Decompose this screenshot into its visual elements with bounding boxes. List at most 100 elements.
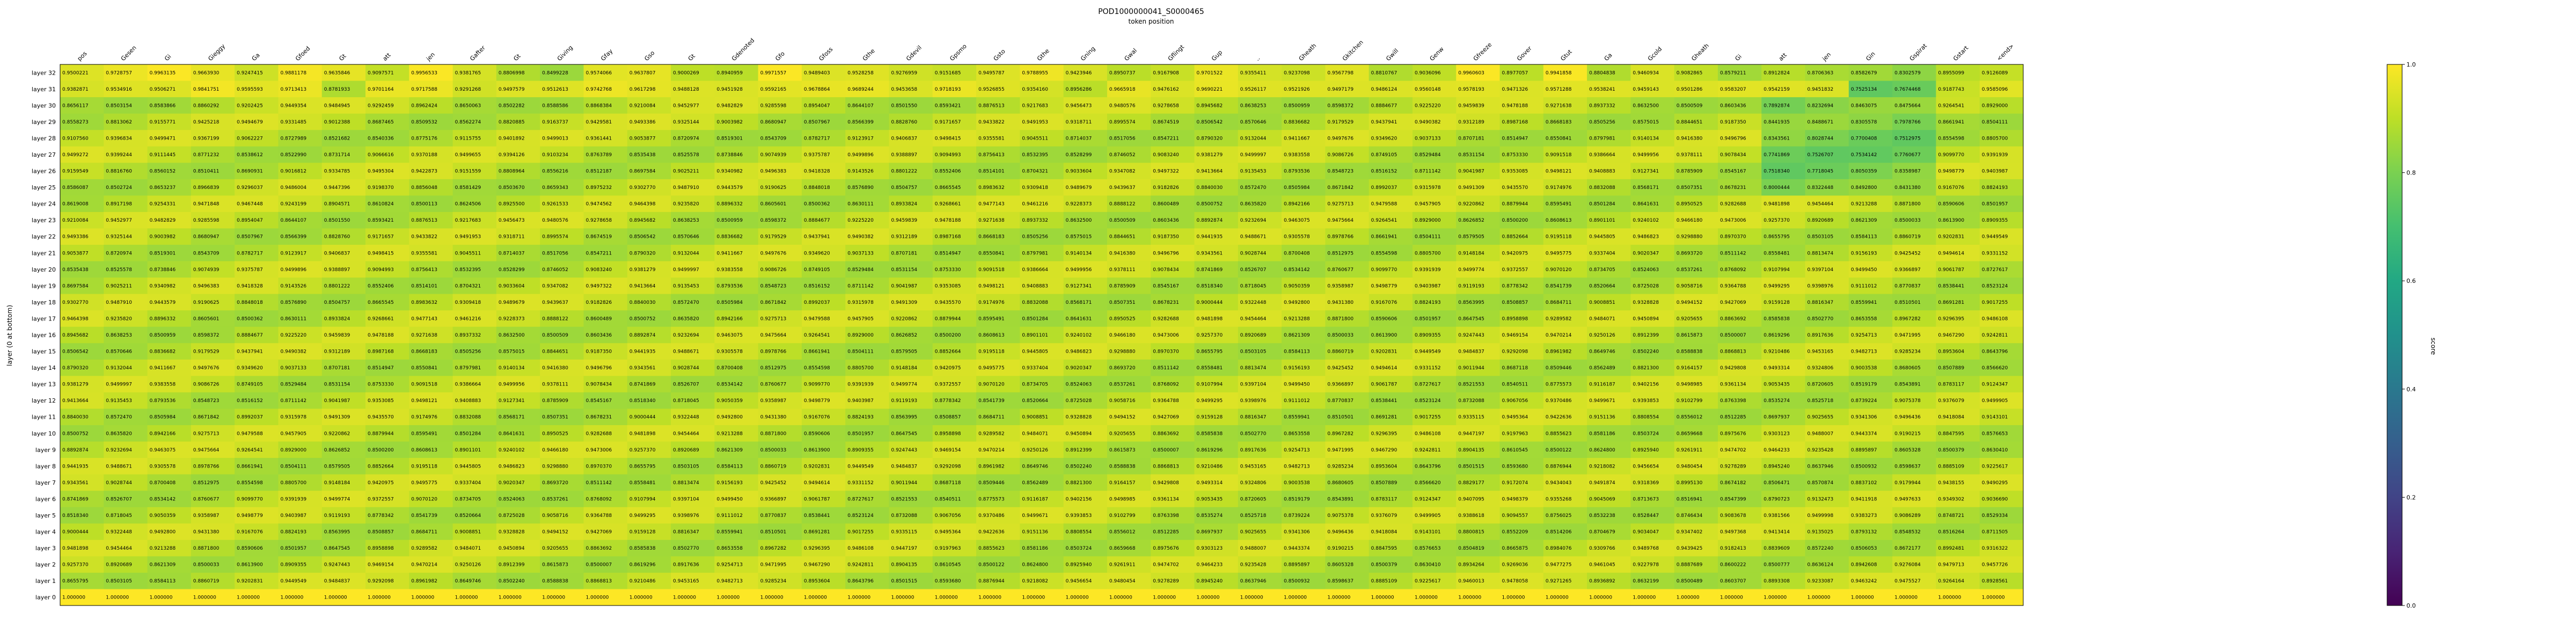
cell-value-label: 0.9282688 bbox=[1720, 202, 1746, 207]
heatmap-cell bbox=[1936, 97, 1980, 114]
cell-value-label: 0.8517056 bbox=[1109, 136, 1136, 141]
cell-value-label: 0.8844651 bbox=[1109, 235, 1136, 240]
heatmap-cell bbox=[932, 163, 977, 180]
cell-value-label: 0.9494614 bbox=[1371, 366, 1397, 371]
cell-value-label: 0.8937332 bbox=[1022, 218, 1048, 223]
cell-value-label: 0.9963135 bbox=[150, 70, 176, 76]
cell-value-label: 0.8674519 bbox=[586, 235, 612, 240]
cell-value-label: 0.8635820 bbox=[1240, 202, 1267, 207]
cell-value-label: 0.8808554 bbox=[1066, 530, 1092, 535]
cell-value-label: 0.8556216 bbox=[542, 169, 568, 174]
heatmap-cell bbox=[1238, 211, 1282, 229]
cell-value-label: 0.9086289 bbox=[1894, 513, 1921, 519]
cell-value-label: 0.8912399 bbox=[499, 563, 525, 568]
cell-value-label: 0.8912399 bbox=[1066, 448, 1092, 453]
heatmap-cell bbox=[321, 245, 366, 262]
cell-value-label: 0.8748721 bbox=[1938, 513, 1964, 519]
cell-value-label: 0.9456654 bbox=[1066, 579, 1092, 584]
cell-value-label: 0.8605328 bbox=[1894, 448, 1921, 453]
heatmap-cell bbox=[714, 179, 759, 196]
cell-value-label: 1.000000 bbox=[1153, 595, 1176, 601]
cell-value-label: 0.8508857 bbox=[368, 530, 394, 535]
cell-value-label: 0.8523124 bbox=[1415, 398, 1441, 404]
heatmap-cell bbox=[1368, 179, 1413, 196]
cell-value-label: 0.8785909 bbox=[1109, 283, 1136, 289]
heatmap-cell bbox=[801, 179, 846, 196]
heatmap-cell bbox=[1979, 163, 2024, 180]
heatmap-cell bbox=[1020, 163, 1064, 180]
heatmap-cell bbox=[801, 64, 846, 82]
cell-value-label: 0.8528447 bbox=[1633, 513, 1659, 519]
cell-value-label: 0.8920689 bbox=[1807, 218, 1834, 223]
cell-value-label: 0.8901101 bbox=[1589, 218, 1615, 223]
cell-value-label: 0.8975676 bbox=[1720, 431, 1746, 436]
heatmap-cell bbox=[1412, 211, 1457, 229]
cell-value-label: 0.9074939 bbox=[760, 152, 787, 158]
heatmap-cell bbox=[452, 211, 497, 229]
cell-value-label: 0.9127341 bbox=[1633, 169, 1659, 174]
cell-value-label: 0.9132044 bbox=[106, 366, 132, 371]
heatmap-cell bbox=[627, 81, 671, 98]
cell-value-label: 0.8534142 bbox=[1284, 267, 1310, 273]
colorbar-ticks: 0.00.20.40.60.81.0 bbox=[2402, 61, 2416, 609]
cell-value-label: 0.9361441 bbox=[586, 136, 612, 141]
cell-value-label: 0.8863692 bbox=[1720, 316, 1746, 322]
cell-value-label: 0.8992481 bbox=[1938, 546, 1964, 551]
cell-value-label: 0.9325144 bbox=[106, 235, 132, 240]
cell-value-label: 0.8560152 bbox=[150, 169, 176, 174]
cell-value-label: 0.9479713 bbox=[1938, 563, 1964, 568]
cell-value-label: 0.8516152 bbox=[1371, 169, 1397, 174]
cell-value-label: 0.8504757 bbox=[891, 185, 917, 191]
cell-value-label: 0.9347082 bbox=[542, 283, 568, 289]
heatmap-cell bbox=[191, 113, 235, 130]
cell-value-label: 0.8538441 bbox=[1938, 283, 1964, 289]
colorbar-tick-label: 0.2 bbox=[2406, 494, 2416, 501]
cell-value-label: 0.9499905 bbox=[1982, 398, 2008, 404]
cell-value-label: 0.9495364 bbox=[935, 530, 961, 535]
cell-value-label: 0.9225617 bbox=[1415, 579, 1441, 584]
cell-value-label: 0.9119193 bbox=[891, 398, 917, 404]
cell-value-label: 0.8893308 bbox=[1763, 579, 1790, 584]
heatmap-cell bbox=[496, 81, 540, 98]
heatmap-cell bbox=[1412, 179, 1457, 196]
cell-value-label: 0.8514206 bbox=[1546, 530, 1572, 535]
cell-value-label: 0.9091518 bbox=[411, 382, 437, 388]
y-tick-label: layer 13 bbox=[32, 381, 56, 388]
heatmap-cell bbox=[409, 195, 453, 213]
cell-value-label: 0.8545167 bbox=[1720, 169, 1746, 174]
cell-value-label: 0.8896332 bbox=[150, 316, 176, 322]
cell-value-label: 0.9353085 bbox=[935, 283, 961, 289]
heatmap-cell bbox=[801, 130, 846, 147]
cell-value-label: 0.8727989 bbox=[280, 136, 306, 141]
cell-value-label: 0.9499295 bbox=[630, 513, 656, 519]
cell-value-label: 0.9454464 bbox=[673, 431, 699, 436]
cell-value-label: 0.9499450 bbox=[1284, 382, 1310, 388]
cell-value-label: 1.000000 bbox=[804, 595, 827, 601]
x-tick-label: Gfreeze bbox=[1472, 41, 1494, 63]
cell-value-label: 0.9441935 bbox=[630, 349, 656, 355]
cell-value-label: 0.8958898 bbox=[1502, 316, 1528, 322]
cell-value-label: 0.9151136 bbox=[1022, 530, 1048, 535]
heatmap-cell bbox=[1194, 113, 1239, 130]
heatmap-cells: 0.9500221 0.9728757 0.9963135 0.9663930 0.92… bbox=[60, 64, 2024, 606]
cell-value-label: 0.8523124 bbox=[847, 513, 874, 519]
heatmap-cell bbox=[1587, 163, 1631, 180]
cell-value-label: 0.9498121 bbox=[411, 398, 437, 404]
cell-value-label: 0.9476162 bbox=[1153, 87, 1179, 92]
cell-value-label: 0.8547211 bbox=[586, 251, 612, 256]
heatmap-cell bbox=[1194, 146, 1239, 163]
heatmap-cell bbox=[278, 81, 323, 98]
heatmap-cell bbox=[1761, 146, 1806, 163]
cell-value-label: 0.9250126 bbox=[1022, 448, 1048, 453]
cell-value-label: 0.9182413 bbox=[1720, 546, 1746, 551]
heatmap-cell bbox=[1063, 97, 1108, 114]
heatmap-cell bbox=[321, 146, 366, 163]
colorbar-tick-label: 0.6 bbox=[2406, 278, 2416, 285]
heatmap-cell bbox=[845, 130, 889, 147]
heatmap-cell bbox=[104, 113, 148, 130]
heatmap-cell bbox=[235, 64, 279, 82]
cell-value-label: 0.8871800 bbox=[1327, 316, 1353, 322]
cell-value-label: 0.8305578 bbox=[1851, 120, 1877, 125]
cell-value-label: 0.8509446 bbox=[1546, 366, 1572, 371]
cell-value-label: 0.8505256 bbox=[1589, 120, 1615, 125]
